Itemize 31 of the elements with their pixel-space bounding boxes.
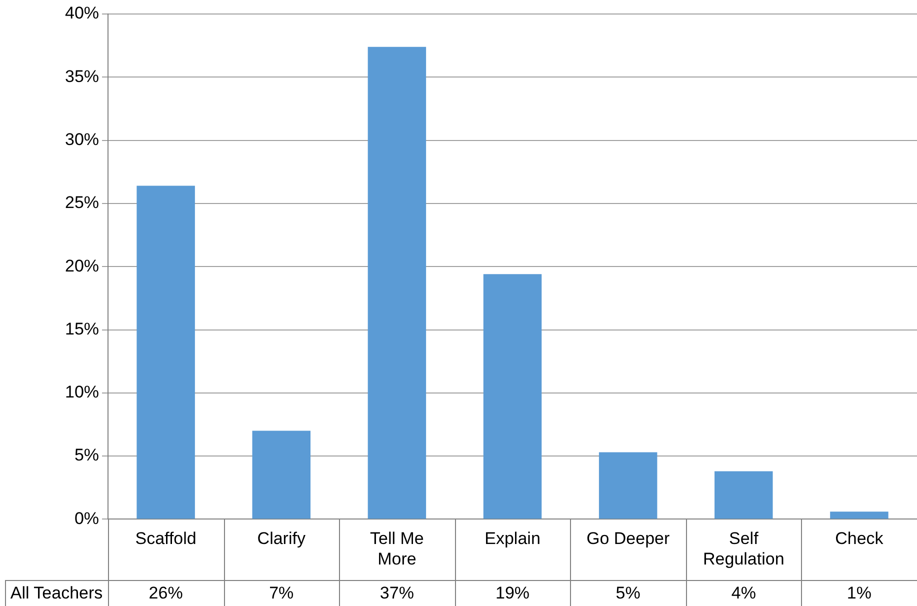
y-tick-label: 25% — [64, 193, 100, 212]
bar — [714, 471, 773, 519]
x-tick-label: Go Deeper — [586, 529, 670, 548]
x-tick-label: Scaffold — [135, 529, 196, 548]
data-label: 26% — [148, 584, 183, 603]
bar — [598, 452, 658, 519]
y-tick-label: 5% — [74, 446, 100, 465]
y-tick-label: 15% — [64, 319, 100, 338]
bar — [483, 274, 542, 519]
x-tick-label: Self Regulation — [703, 529, 784, 568]
x-tick-label: Tell Me More — [370, 529, 424, 568]
data-label: 1% — [846, 584, 872, 603]
bar — [368, 46, 426, 519]
x-tick-label: Explain — [484, 529, 540, 548]
data-label: 37% — [380, 584, 414, 603]
bar — [830, 512, 888, 519]
y-tick-label: 40% — [64, 4, 100, 23]
data-label: 7% — [269, 584, 294, 603]
y-tick-label: 20% — [64, 256, 100, 276]
data-label: 5% — [616, 584, 640, 603]
data-label: 4% — [731, 584, 756, 603]
y-tick-label: 10% — [64, 382, 100, 402]
x-tick-label: Clarify — [257, 529, 306, 548]
x-tick-label: Check — [835, 529, 884, 548]
bar — [252, 430, 310, 519]
y-tick-label: 35% — [64, 66, 100, 86]
data-label: 19% — [495, 584, 530, 603]
y-tick-label: 30% — [64, 130, 100, 149]
bar — [136, 186, 195, 519]
y-tick-label: 0% — [74, 508, 100, 528]
text: All Teachers — [10, 584, 103, 603]
